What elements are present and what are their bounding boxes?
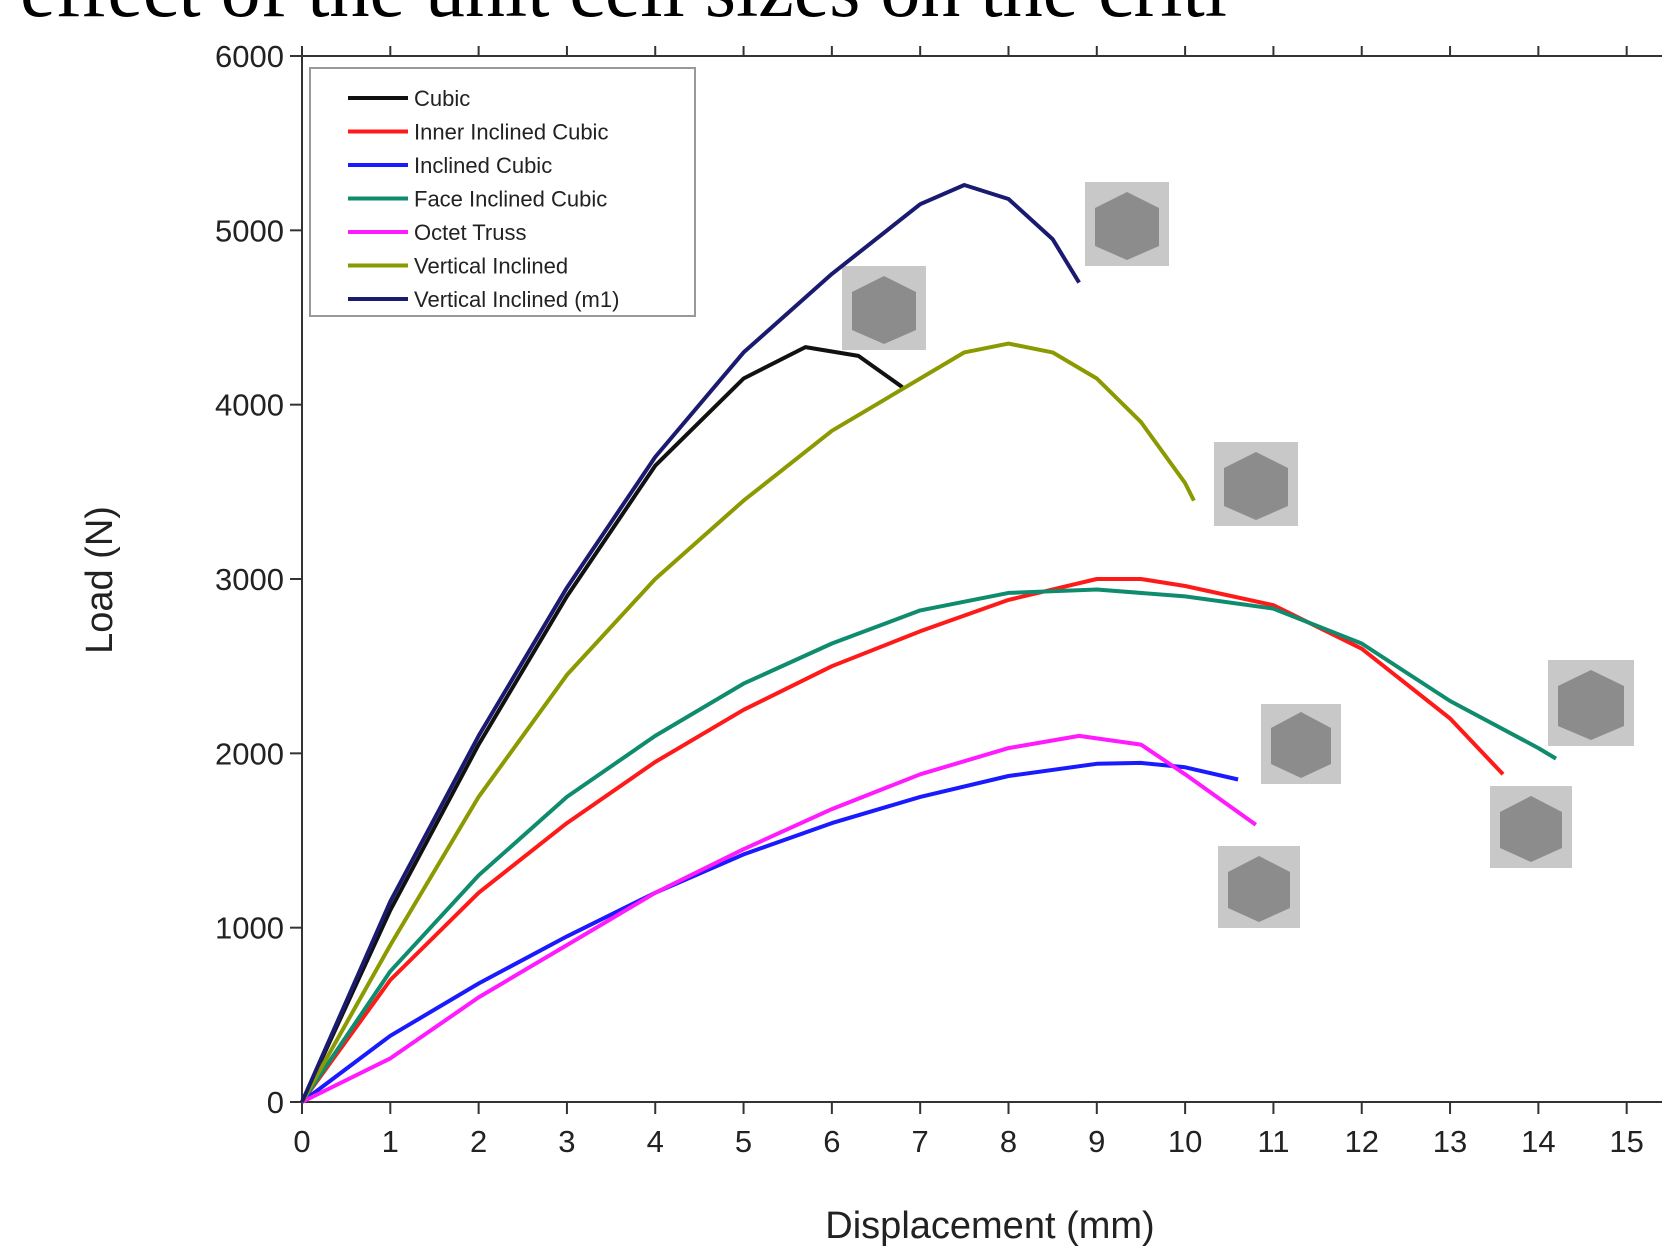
legend-label: Inclined Cubic	[414, 153, 552, 178]
x-tick-label: 1	[382, 1124, 399, 1159]
x-tick-label: 4	[647, 1124, 664, 1159]
x-tick-label: 9	[1088, 1124, 1105, 1159]
legend-label: Vertical Inclined (m1)	[414, 287, 619, 312]
x-axis-title: Displacement (mm)	[825, 1205, 1154, 1247]
x-tick-label: 0	[293, 1124, 310, 1159]
y-tick-label: 3000	[215, 562, 284, 597]
x-tick-label: 3	[558, 1124, 575, 1159]
y-tick-label: 4000	[215, 388, 284, 423]
y-tick-label: 2000	[215, 736, 284, 771]
y-tick-label: 0	[267, 1085, 284, 1120]
x-tick-label: 14	[1521, 1124, 1555, 1159]
series-line	[302, 736, 1256, 1102]
x-tick-label: 5	[735, 1124, 752, 1159]
x-tick-label: 11	[1257, 1124, 1289, 1159]
legend-label: Cubic	[414, 86, 470, 111]
chart: effect of the unit cell sizes on the cri…	[0, 0, 1662, 1248]
series-line	[302, 579, 1503, 1102]
x-tick-label: 6	[823, 1124, 840, 1159]
chart-title: effect of the unit cell sizes on the cri…	[20, 0, 1227, 34]
y-axis-title: Load (N)	[79, 506, 121, 654]
x-tick-label: 15	[1609, 1124, 1643, 1159]
x-tick-label: 8	[1000, 1124, 1017, 1159]
series-line	[302, 347, 903, 1102]
legend-label: Vertical Inclined	[414, 254, 568, 279]
series-line	[302, 344, 1194, 1102]
x-tick-label: 7	[912, 1124, 929, 1159]
x-tick-label: 10	[1168, 1124, 1202, 1159]
x-tick-label: 13	[1433, 1124, 1467, 1159]
series-line	[302, 185, 1079, 1102]
y-tick-label: 5000	[215, 213, 284, 248]
page: {"chart_data": { "type": "line", "title"…	[0, 0, 1662, 1248]
series-line	[302, 590, 1556, 1103]
x-tick-label: 2	[470, 1124, 487, 1159]
legend-label: Octet Truss	[414, 220, 526, 245]
x-tick-label: 12	[1344, 1124, 1378, 1159]
legend-label: Face Inclined Cubic	[414, 187, 607, 212]
y-tick-label: 6000	[215, 39, 284, 74]
legend-label: Inner Inclined Cubic	[414, 120, 608, 145]
y-tick-label: 1000	[215, 911, 284, 946]
